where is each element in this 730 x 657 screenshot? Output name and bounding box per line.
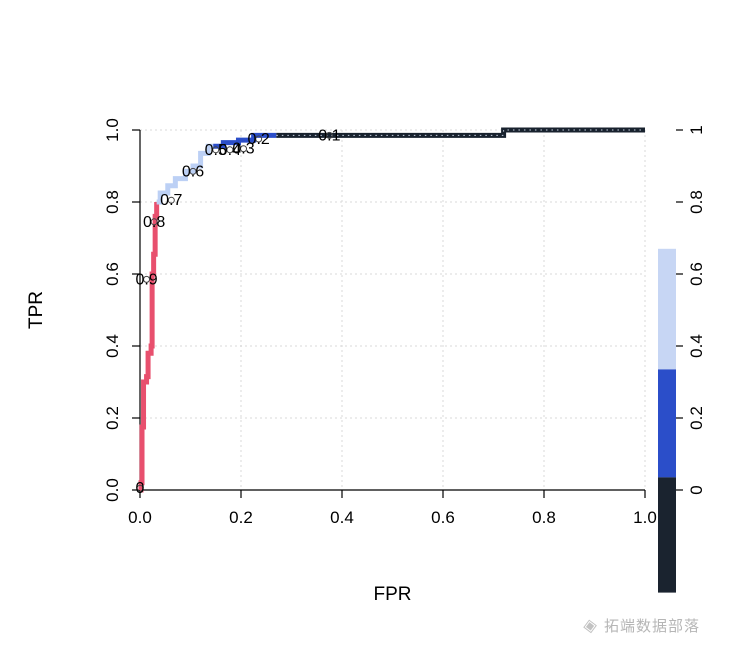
svg-text:0.5: 0.5 [205,142,227,159]
svg-text:0.4: 0.4 [103,334,122,358]
watermark-text: 拓端数据部落 [603,618,700,635]
svg-text:0.8: 0.8 [103,190,122,214]
svg-text:0.8: 0.8 [687,190,706,214]
watermark: ◈ 拓端数据部落 [581,614,700,636]
svg-text:0.3: 0.3 [232,141,254,158]
svg-text:0.0: 0.0 [103,478,122,502]
svg-text:0.6: 0.6 [431,508,455,527]
svg-text:1: 1 [687,125,706,134]
tuoduan-logo-icon: ◈ [581,614,600,636]
svg-text:0.9: 0.9 [135,271,157,288]
svg-text:0.6: 0.6 [687,262,706,286]
svg-text:0.0: 0.0 [128,508,152,527]
svg-text:TPR: TPR [26,291,47,329]
svg-text:0.1: 0.1 [318,127,340,144]
svg-text:0.2: 0.2 [248,131,270,148]
svg-text:1.0: 1.0 [103,118,122,142]
svg-text:0.4: 0.4 [219,142,241,159]
svg-text:0.2: 0.2 [229,508,253,527]
svg-text:0.6: 0.6 [103,262,122,286]
svg-text:0.4: 0.4 [687,334,706,358]
svg-text:0.8: 0.8 [532,508,556,527]
svg-text:0.4: 0.4 [330,508,354,527]
svg-text:0.7: 0.7 [160,192,182,209]
svg-text:0: 0 [136,480,145,497]
svg-text:0.2: 0.2 [687,406,706,430]
svg-text:0: 0 [687,485,706,494]
svg-text:1.0: 1.0 [633,508,657,527]
svg-text:FPR: FPR [374,584,412,605]
svg-text:0.8: 0.8 [143,214,165,231]
svg-text:0.2: 0.2 [103,406,122,430]
svg-text:0.6: 0.6 [182,163,204,180]
